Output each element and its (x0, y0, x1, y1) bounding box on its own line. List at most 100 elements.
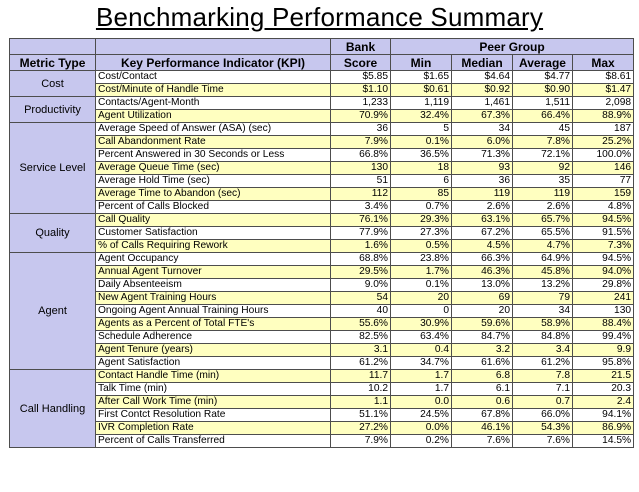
average-cell: $4.77 (512, 70, 573, 84)
min-cell: 36.5% (390, 148, 452, 162)
average-cell: 72.1% (512, 148, 573, 162)
table-row: Call Abandonment Rate 7.9% 0.1% 6.0% 7.8% 25.… (10, 135, 635, 149)
header-metric-type: Metric Type (9, 54, 96, 71)
bank-score-cell: 82.5% (330, 330, 391, 344)
median-cell: 3.2 (451, 343, 513, 357)
min-cell: 63.4% (390, 330, 452, 344)
kpi-cell: Annual Agent Turnover (95, 265, 331, 279)
bank-score-cell: 77.9% (330, 226, 391, 240)
median-cell: 67.8% (451, 408, 513, 422)
min-cell: 0.7% (390, 200, 452, 214)
average-cell: 45.8% (512, 265, 573, 279)
header-score: Score (330, 54, 391, 71)
max-cell: 77 (571, 174, 635, 188)
bank-score-cell: 130 (330, 161, 391, 175)
bank-score-cell: 29.5% (330, 265, 391, 279)
table-row: Customer Satisfaction 77.9% 27.3% 67.2% 65.5… (10, 226, 635, 240)
average-cell: 58.9% (512, 317, 573, 331)
metric-type-cell: Productivity (9, 96, 96, 123)
bank-score-cell: 76.1% (330, 213, 391, 227)
min-cell: 34.7% (390, 356, 452, 370)
table-row: Call Handling Contact Handle Time (min) 11… (9, 369, 635, 448)
kpi-cell: New Agent Training Hours (95, 291, 331, 305)
min-cell: 20 (390, 291, 452, 305)
table-row: Percent Answered in 30 Seconds or Less 66… (10, 148, 635, 162)
min-cell: 27.3% (390, 226, 452, 240)
table-row: After Call Work Time (min) 1.1 0.0 0.6 0.7 2.… (10, 395, 635, 409)
metric-type-cell: Call Handling (9, 369, 96, 448)
average-cell: 1,511 (512, 96, 573, 110)
average-cell: 64.9% (512, 252, 573, 266)
bank-score-cell: 1.1 (330, 395, 391, 409)
kpi-cell: Average Speed of Answer (ASA) (sec) (95, 122, 331, 136)
min-cell: 1.7% (390, 265, 452, 279)
kpi-cell: Contacts/Agent-Month (95, 96, 331, 110)
header-bank: Bank (330, 38, 391, 55)
min-cell: 1.7 (390, 382, 452, 396)
kpi-cell: Contact Handle Time (min) (95, 369, 331, 383)
min-cell: 6 (390, 174, 452, 188)
table-row: Average Hold Time (sec) 51 6 36 35 77 (10, 174, 635, 188)
median-cell: 1,461 (451, 96, 513, 110)
bank-score-cell: 61.2% (330, 356, 391, 370)
kpi-cell: Schedule Adherence (95, 330, 331, 344)
min-cell: 1.7 (390, 369, 452, 383)
median-cell: 34 (451, 122, 513, 136)
kpi-cell: Customer Satisfaction (95, 226, 331, 240)
average-cell: 13.2% (512, 278, 573, 292)
max-cell: 9.9 (571, 343, 635, 357)
table-body: Cost Cost/Contact $5.85 $1.65 $4.64 $4.77 $8.6… (9, 70, 635, 448)
max-cell: 100.0% (571, 148, 635, 162)
min-cell: 32.4% (390, 109, 452, 123)
max-cell: 95.8% (571, 356, 635, 370)
bank-score-cell: 51.1% (330, 408, 391, 422)
median-cell: 67.2% (451, 226, 513, 240)
kpi-cell: Average Hold Time (sec) (95, 174, 331, 188)
average-cell: 4.7% (512, 239, 573, 253)
header-max: Max (571, 54, 635, 71)
median-cell: 46.3% (451, 265, 513, 279)
median-cell: $4.64 (451, 70, 513, 84)
max-cell: 21.5 (571, 369, 635, 383)
median-cell: 13.0% (451, 278, 513, 292)
page-title: Benchmarking Performance Summary (95, 2, 544, 32)
kpi-cell: Agent Satisfaction (95, 356, 331, 370)
bank-score-cell: 66.8% (330, 148, 391, 162)
metric-type-cell: Quality (9, 213, 96, 253)
min-cell: 5 (390, 122, 452, 136)
median-cell: 20 (451, 304, 513, 318)
kpi-cell: Ongoing Agent Annual Training Hours (95, 304, 331, 318)
average-cell: 66.0% (512, 408, 573, 422)
kpi-cell: Daily Absenteeism (95, 278, 331, 292)
max-cell: 241 (571, 291, 635, 305)
max-cell: 2.4 (571, 395, 635, 409)
max-cell: 14.5% (571, 434, 635, 448)
bank-score-cell: $5.85 (330, 70, 391, 84)
average-cell: 34 (512, 304, 573, 318)
bank-score-cell: 51 (330, 174, 391, 188)
average-cell: 45 (512, 122, 573, 136)
average-cell: 66.4% (512, 109, 573, 123)
header-blank-kpi (95, 38, 331, 55)
bank-score-cell: 36 (330, 122, 391, 136)
average-cell: 84.8% (512, 330, 573, 344)
max-cell: $1.47 (571, 83, 635, 97)
min-cell: 23.8% (390, 252, 452, 266)
min-cell: 0.4 (390, 343, 452, 357)
average-cell: 7.8% (512, 135, 573, 149)
min-cell: 0.0 (390, 395, 452, 409)
bank-score-cell: 27.2% (330, 421, 391, 435)
bank-score-cell: 40 (330, 304, 391, 318)
table-row: New Agent Training Hours 54 20 69 79 241 (10, 291, 635, 305)
min-cell: 85 (390, 187, 452, 201)
max-cell: 25.2% (571, 135, 635, 149)
table-row: Schedule Adherence 82.5% 63.4% 84.7% 84.8% 99… (10, 330, 635, 344)
average-cell: 79 (512, 291, 573, 305)
table-row: Agent Agent Occupancy 68.8% 23.8% 66.3% 64.9%… (9, 252, 635, 370)
min-cell: 0.2% (390, 434, 452, 448)
max-cell: 146 (571, 161, 635, 175)
median-cell: 6.1 (451, 382, 513, 396)
table-row: Daily Absenteeism 9.0% 0.1% 13.0% 13.2% 29.8% (10, 278, 635, 292)
max-cell: 86.9% (571, 421, 635, 435)
bank-score-cell: 7.9% (330, 135, 391, 149)
